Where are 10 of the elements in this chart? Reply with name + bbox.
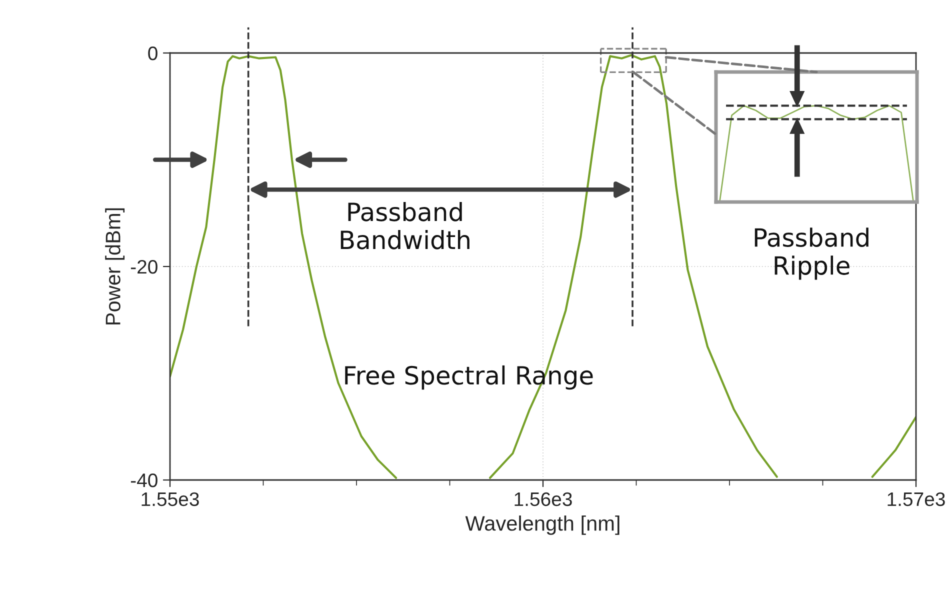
x-tick-label: 1.55e3 (142, 492, 199, 506)
y-tick-label: -40 (130, 473, 158, 488)
x-tick-label: 1.56e3 (514, 492, 572, 506)
y-tick-label: -20 (130, 260, 158, 274)
y-tick-label: 0 (148, 46, 158, 60)
x-axis-title: Wavelength [nm] (465, 515, 620, 535)
annotation: Passband Ripple (754, 228, 868, 280)
y-axis-title: Power [dBm] (105, 208, 125, 324)
x-tick-label: 1.57e3 (888, 492, 945, 506)
annotation: Passband Bandwidth (340, 202, 470, 250)
